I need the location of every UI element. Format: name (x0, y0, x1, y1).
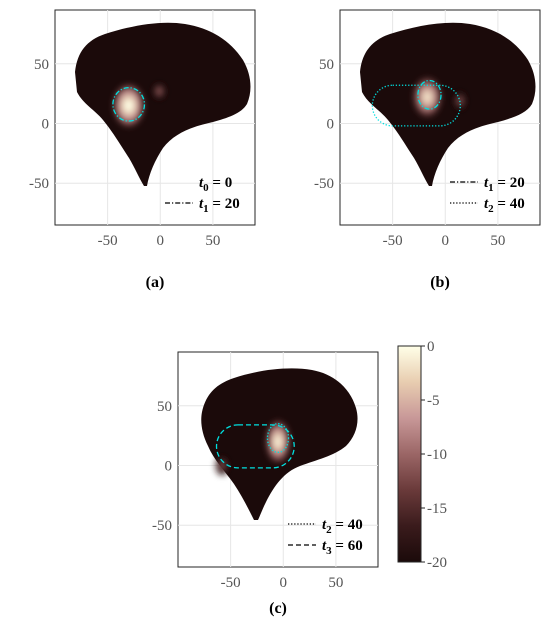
axis-ticks: -50 0 50 50 0 -50 (152, 399, 343, 591)
legend-label: t1 = 20 (484, 175, 525, 194)
y-tick-label: -50 (29, 176, 49, 192)
legend-label: t2 = 40 (322, 517, 363, 536)
colorbar-tick-label: 0 (427, 339, 435, 355)
x-tick-label: 50 (328, 575, 343, 591)
caption-a: (a) (146, 274, 165, 291)
legend: t1 = 20 t2 = 40 (450, 175, 525, 215)
x-tick-label: 0 (442, 233, 450, 249)
panel-c: -50 0 50 50 0 -50 t2 = 40 t3 = 60 (152, 351, 379, 591)
panel-a: -50 0 50 50 0 -50 t0 = 0 t1 = 20 (29, 9, 256, 249)
legend-label: t2 = 40 (484, 196, 525, 215)
y-tick-label: -50 (314, 176, 334, 192)
colorbar-tick-label: -5 (427, 393, 440, 409)
y-tick-label: 50 (157, 399, 172, 415)
hotspot (215, 455, 229, 476)
hotspot (266, 421, 290, 462)
x-tick-label: 50 (490, 233, 505, 249)
y-tick-label: 50 (34, 57, 49, 73)
colorbar: 0 -5 -10 -15 -20 (397, 339, 447, 571)
y-tick-label: 0 (42, 116, 50, 132)
legend-label: t0 = 0 (199, 175, 232, 194)
y-tick-label: 0 (327, 116, 335, 132)
caption-b: (b) (430, 274, 450, 291)
colorbar-tick-label: -20 (427, 555, 447, 571)
x-tick-label: -50 (221, 575, 241, 591)
panel-b: -50 0 50 50 0 -50 t1 = 20 t2 = 40 (314, 9, 541, 249)
x-tick-label: 0 (280, 575, 288, 591)
brain-region (360, 22, 536, 186)
contour-dotted (266, 423, 290, 453)
colorbar-tick-label: -15 (427, 501, 447, 517)
x-tick-label: 0 (157, 233, 165, 249)
caption-c: (c) (269, 600, 287, 617)
hotspot (113, 85, 144, 126)
axis-ticks: -50 0 50 50 0 -50 (314, 57, 505, 249)
boundary-contours (215, 423, 295, 469)
legend: t2 = 40 t3 = 60 (288, 517, 363, 557)
y-tick-label: 0 (165, 458, 173, 474)
brain-region (75, 22, 251, 186)
boundary-contours (371, 79, 461, 127)
x-tick-label: 50 (205, 233, 220, 249)
activity-hotspots (113, 82, 166, 126)
axis-ticks: -50 0 50 50 0 -50 (29, 57, 220, 249)
x-tick-label: -50 (383, 233, 403, 249)
legend-label: t3 = 60 (322, 538, 363, 557)
y-tick-label: 50 (319, 57, 334, 73)
contour-dash-dot (417, 79, 442, 110)
colorbar-tick-label: -10 (427, 447, 447, 463)
x-tick-label: -50 (98, 233, 118, 249)
boundary-contours (112, 86, 146, 122)
y-tick-label: -50 (152, 518, 172, 534)
hotspot (453, 91, 467, 111)
legend-label: t1 = 20 (199, 196, 240, 215)
hotspot (152, 82, 166, 100)
activity-hotspots (413, 78, 467, 117)
legend: t0 = 0 t1 = 20 (165, 175, 240, 215)
colorbar-ticks: 0 -5 -10 -15 -20 (421, 339, 447, 571)
hotspot (413, 78, 442, 117)
activity-hotspots (215, 421, 290, 476)
colorbar-gradient (397, 345, 422, 563)
contour-dash-dot (112, 86, 146, 122)
